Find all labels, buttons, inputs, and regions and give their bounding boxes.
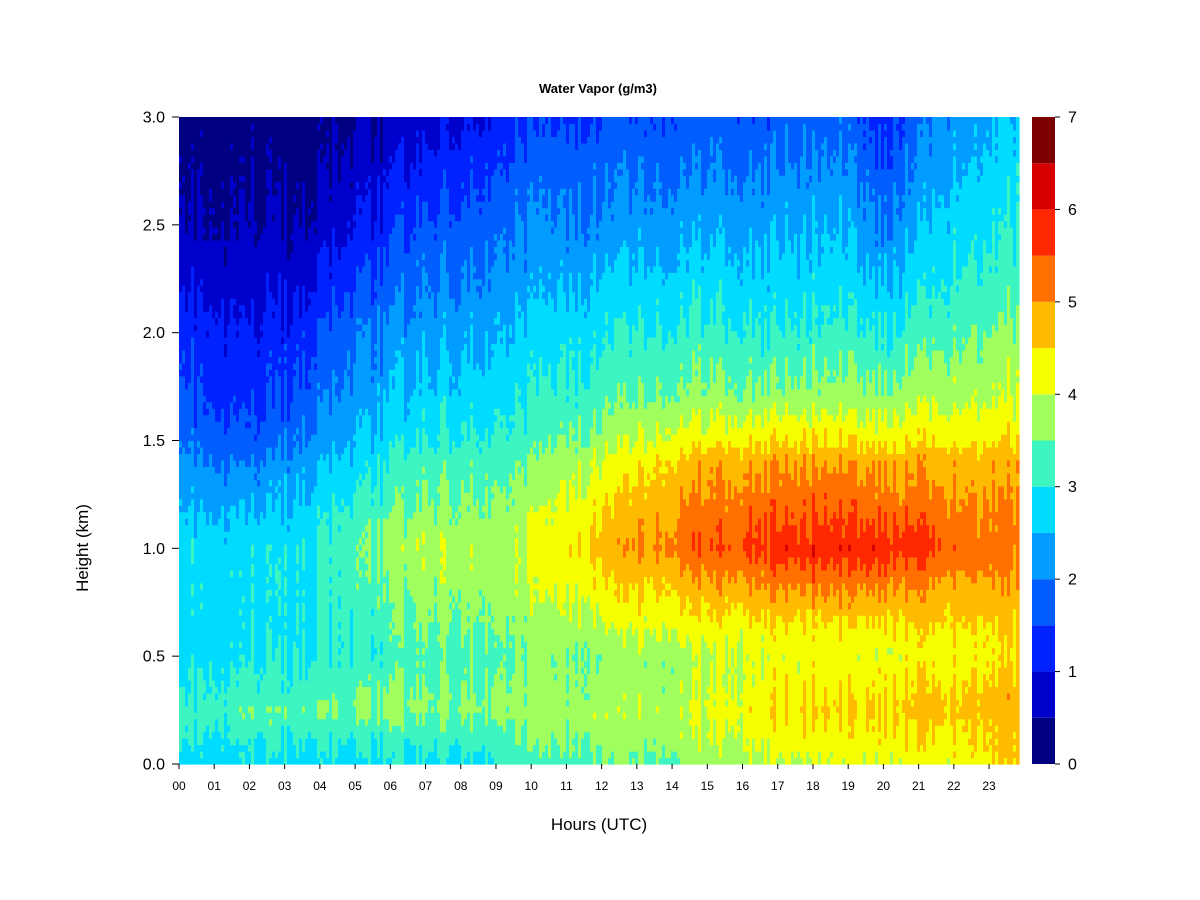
- plot-area: [179, 117, 1020, 765]
- chart-title: Water Vapor (g/m3): [539, 81, 657, 96]
